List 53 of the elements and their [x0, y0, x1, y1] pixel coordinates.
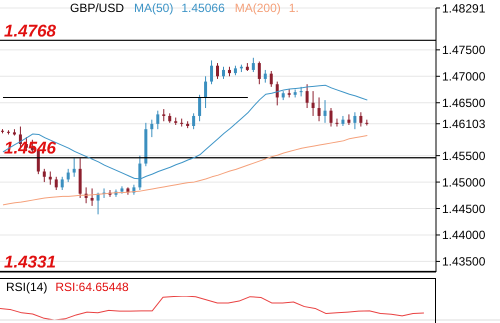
candlestick [258, 60, 261, 85]
candlestick [324, 100, 327, 124]
y-tick-label: 1.47000 [442, 70, 486, 84]
candlestick [222, 66, 225, 80]
candlestick [347, 114, 350, 126]
y-tick-label: 1.45000 [442, 175, 486, 190]
line-series [2, 135, 368, 206]
candlestick [210, 60, 214, 85]
candlestick [192, 112, 196, 130]
candlestick [90, 188, 94, 206]
candlestick [48, 171, 52, 186]
candlestick [150, 119, 154, 138]
text: MA(50) [134, 1, 174, 15]
y-tick-label: 1.46103 [442, 116, 486, 131]
y-tick-label: 1.44500 [442, 202, 486, 216]
candlestick [60, 176, 64, 191]
candlestick [204, 76, 208, 109]
candlestick [234, 65, 237, 76]
candlestick [270, 70, 273, 88]
ref-line-label: 1.4331 [4, 252, 56, 272]
chart-title: RSI(14) [6, 280, 48, 294]
y-tick-label: 1.48291 [442, 1, 486, 16]
candlestick [168, 112, 172, 124]
candlestick [264, 69, 267, 84]
candlestick [156, 110, 160, 130]
candlestick [312, 90, 315, 116]
y-tick-label: 1.43500 [442, 254, 486, 269]
candlestick [318, 96, 321, 122]
candlestick [216, 62, 220, 80]
candlestick [162, 108, 166, 122]
annotation: 1. [288, 1, 299, 15]
y-tick-label: 1.45500 [442, 148, 486, 163]
candlestick [66, 168, 70, 183]
candlestick [329, 108, 332, 128]
candlestick [341, 115, 344, 127]
candlestick [276, 81, 279, 106]
candlestick [359, 112, 362, 128]
y-tick-label: 1.44000 [442, 228, 486, 242]
candlestick [252, 57, 255, 73]
candlestick [306, 84, 309, 109]
chart-subtitle: RSI:64.65448 [55, 280, 129, 294]
text: MA(200) [234, 1, 281, 15]
candlestick [198, 94, 202, 122]
candlestick [353, 112, 356, 130]
y-tick-label: 1.46500 [442, 96, 486, 110]
candlestick [54, 176, 58, 191]
candlestick [72, 158, 76, 178]
ref-line-label: 1.4768 [4, 21, 57, 40]
candlestick [228, 66, 231, 77]
annotation: 1.45066 [181, 1, 225, 15]
candlestick [42, 168, 46, 183]
y-tick-label: 1.47500 [442, 43, 486, 58]
chart-title: GBP/USD [70, 0, 124, 16]
